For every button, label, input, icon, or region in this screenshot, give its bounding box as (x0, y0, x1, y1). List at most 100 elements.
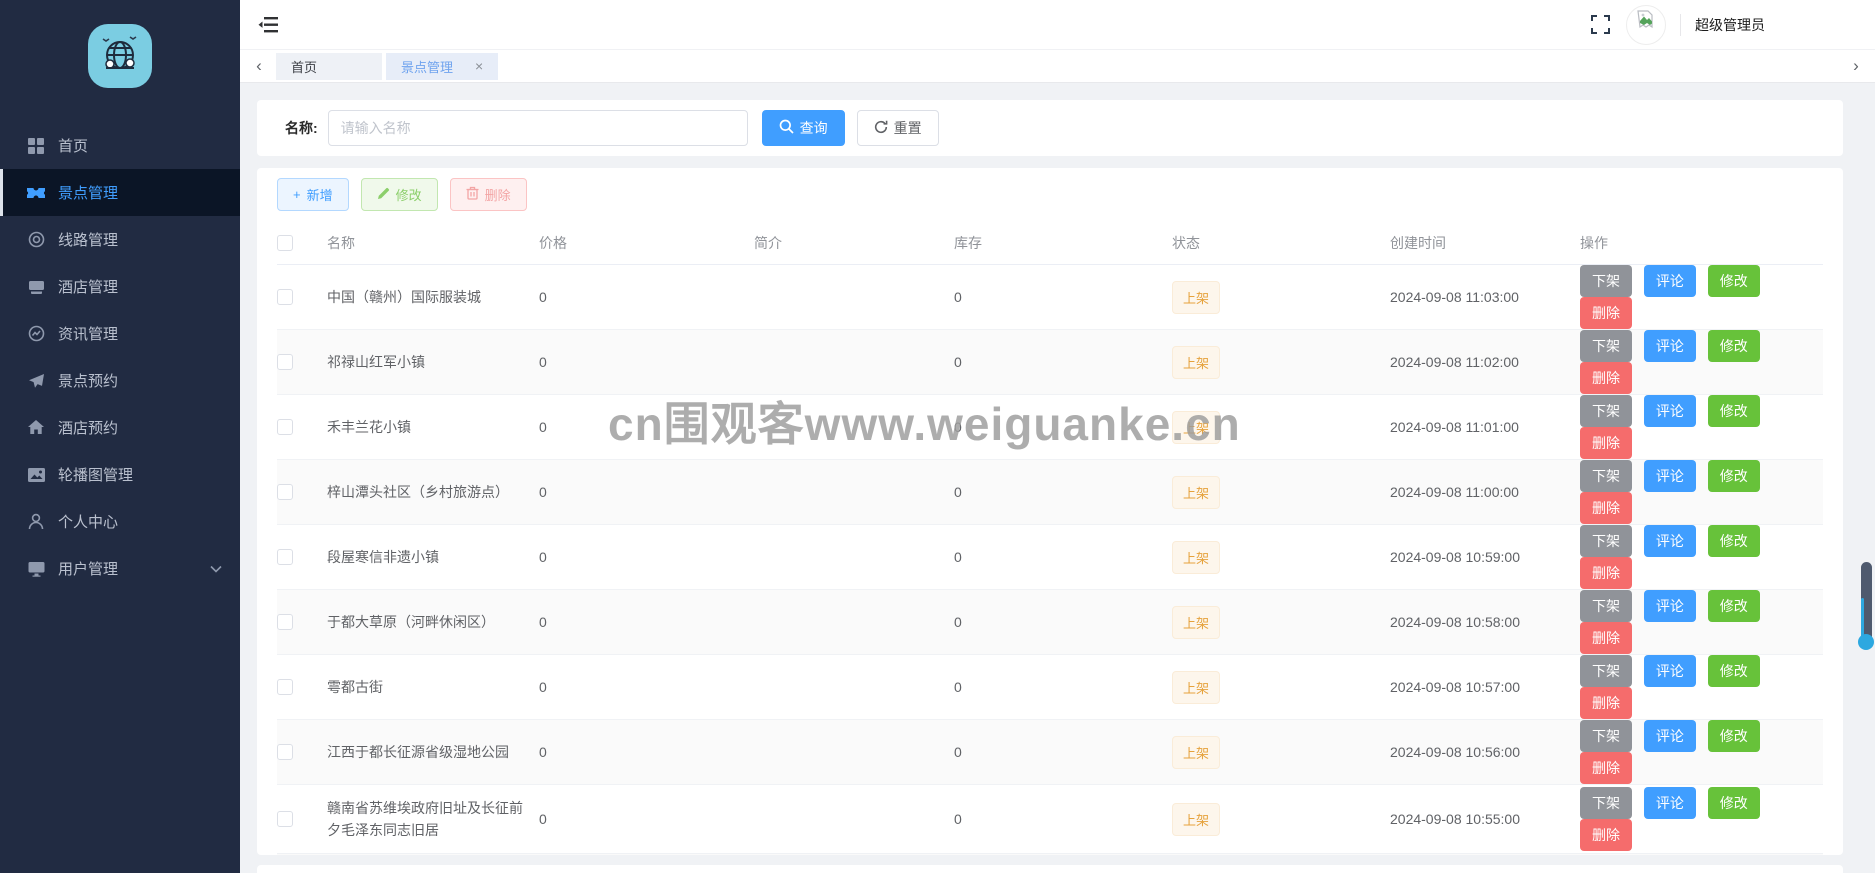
tab-home[interactable]: 首页 (276, 52, 382, 80)
remove-button[interactable]: 删除 (1580, 362, 1632, 394)
modify-button[interactable]: 修改 (1707, 655, 1760, 687)
sidebar-item-profile[interactable]: 个人中心 (0, 498, 240, 545)
remove-button[interactable]: 删除 (1580, 427, 1632, 459)
delete-button-label: 删除 (484, 188, 511, 203)
avatar[interactable] (1626, 4, 1666, 45)
cell-name: 赣南省苏维埃政府旧址及长征前夕毛泽东同志旧居 (327, 800, 523, 838)
row-checkbox[interactable] (277, 811, 293, 827)
hotel-icon (27, 278, 45, 296)
comments-button[interactable]: 评论 (1643, 787, 1696, 819)
off-shelf-button[interactable]: 下架 (1580, 395, 1632, 427)
modify-button[interactable]: 修改 (1707, 395, 1760, 427)
row-checkbox[interactable] (277, 614, 293, 630)
add-button[interactable]: + 新增 (277, 178, 349, 211)
remove-button[interactable]: 删除 (1580, 492, 1632, 524)
comments-button[interactable]: 评论 (1643, 330, 1696, 362)
menu-fold-icon[interactable] (254, 11, 282, 39)
modify-button[interactable]: 修改 (1707, 787, 1760, 819)
table-toolbar: + 新增 修改 (277, 178, 1823, 211)
comments-button[interactable]: 评论 (1643, 655, 1696, 687)
column-header-actions: 操作 (1580, 234, 1608, 251)
cell-stock: 0 (954, 811, 962, 827)
modify-button[interactable]: 修改 (1707, 460, 1760, 492)
sidebar-item-scenic-booking[interactable]: 景点预约 (0, 357, 240, 404)
sidebar-item-home[interactable]: 首页 (0, 122, 240, 169)
sidebar-item-hotel-booking[interactable]: 酒店预约 (0, 404, 240, 451)
row-checkbox[interactable] (277, 419, 293, 435)
off-shelf-button[interactable]: 下架 (1580, 460, 1632, 492)
column-header-stock: 库存 (954, 234, 982, 251)
sidebar-item-user-management[interactable]: 用户管理 (0, 545, 240, 592)
divider (1680, 13, 1681, 36)
tab-scenic-management[interactable]: 景点管理 × (386, 52, 499, 80)
sidebar-item-scenic-management[interactable]: 景点管理 (0, 169, 240, 216)
search-button[interactable]: 查询 (761, 110, 845, 146)
plus-icon: + (293, 187, 301, 202)
off-shelf-button[interactable]: 下架 (1580, 265, 1632, 297)
row-checkbox[interactable] (277, 354, 293, 370)
comments-button[interactable]: 评论 (1643, 460, 1696, 492)
tabs-scroll-left-icon[interactable]: ‹ (256, 56, 262, 75)
modify-button[interactable]: 修改 (1707, 525, 1760, 557)
sidebar-item-carousel-management[interactable]: 轮播图管理 (0, 451, 240, 498)
name-search-input[interactable] (327, 110, 748, 146)
remove-button[interactable]: 删除 (1580, 557, 1632, 589)
sidebar-item-hotel-management[interactable]: 酒店管理 (0, 263, 240, 310)
modify-button[interactable]: 修改 (1707, 720, 1760, 752)
comments-button[interactable]: 评论 (1643, 590, 1696, 622)
cell-price: 0 (539, 289, 547, 305)
status-badge: 上架 (1172, 540, 1221, 574)
comments-button[interactable]: 评论 (1643, 720, 1696, 752)
cell-actions: 下架 评论 修改 删除 (1580, 395, 1823, 459)
cell-actions: 下架 评论 修改 删除 (1580, 590, 1823, 654)
search-button-label: 查询 (799, 120, 828, 136)
fullscreen-icon[interactable] (1588, 13, 1612, 37)
user-name[interactable]: 超级管理员 (1695, 16, 1765, 33)
scrollbar-thumb[interactable] (1858, 562, 1874, 650)
off-shelf-button[interactable]: 下架 (1580, 330, 1632, 362)
cell-name: 祁禄山红军小镇 (327, 354, 425, 370)
remove-button[interactable]: 删除 (1580, 622, 1632, 654)
sidebar-item-label: 景点预约 (58, 373, 119, 390)
chevron-down-icon (210, 560, 222, 577)
row-checkbox[interactable] (277, 549, 293, 565)
remove-button[interactable]: 删除 (1580, 819, 1632, 851)
remove-button[interactable]: 删除 (1580, 687, 1632, 719)
comments-button[interactable]: 评论 (1643, 265, 1696, 297)
row-checkbox[interactable] (277, 679, 293, 695)
remove-button[interactable]: 删除 (1580, 297, 1632, 329)
sidebar-item-news-management[interactable]: 资讯管理 (0, 310, 240, 357)
modify-button[interactable]: 修改 (1707, 590, 1760, 622)
select-all-checkbox[interactable] (277, 234, 293, 251)
modify-button[interactable]: 修改 (1707, 330, 1760, 362)
close-icon[interactable]: × (475, 58, 484, 74)
table-panel: + 新增 修改 (257, 168, 1843, 855)
delete-button[interactable]: 删除 (449, 178, 527, 211)
sidebar-item-route-management[interactable]: 线路管理 (0, 216, 240, 263)
status-badge: 上架 (1172, 802, 1221, 836)
edit-button[interactable]: 修改 (360, 178, 438, 211)
edit-button-label: 修改 (395, 188, 422, 203)
status-badge: 上架 (1172, 605, 1221, 639)
reset-button[interactable]: 重置 (856, 110, 939, 146)
off-shelf-button[interactable]: 下架 (1580, 655, 1632, 687)
off-shelf-button[interactable]: 下架 (1580, 787, 1632, 819)
table-row: 梓山潭头社区（乡村旅游点） 0 0 上架 2024-09-08 11:00:00… (277, 460, 1823, 525)
column-header-status: 状态 (1172, 234, 1200, 251)
modify-button[interactable]: 修改 (1707, 265, 1760, 297)
off-shelf-button[interactable]: 下架 (1580, 590, 1632, 622)
row-checkbox[interactable] (277, 484, 293, 500)
app-logo (88, 24, 152, 88)
remove-button[interactable]: 删除 (1580, 752, 1632, 784)
row-checkbox[interactable] (277, 744, 293, 760)
off-shelf-button[interactable]: 下架 (1580, 525, 1632, 557)
dashboard-icon (27, 137, 45, 155)
cell-stock: 0 (954, 744, 962, 760)
off-shelf-button[interactable]: 下架 (1580, 720, 1632, 752)
comments-button[interactable]: 评论 (1643, 525, 1696, 557)
row-checkbox[interactable] (277, 289, 293, 305)
tabs-scroll-right-icon[interactable]: › (1853, 56, 1859, 75)
comments-button[interactable]: 评论 (1643, 395, 1696, 427)
table-row: 于都县博物馆（中央红军长征出发地纪念馆） 0 0 上架 2024-09-08 1… (277, 854, 1823, 855)
